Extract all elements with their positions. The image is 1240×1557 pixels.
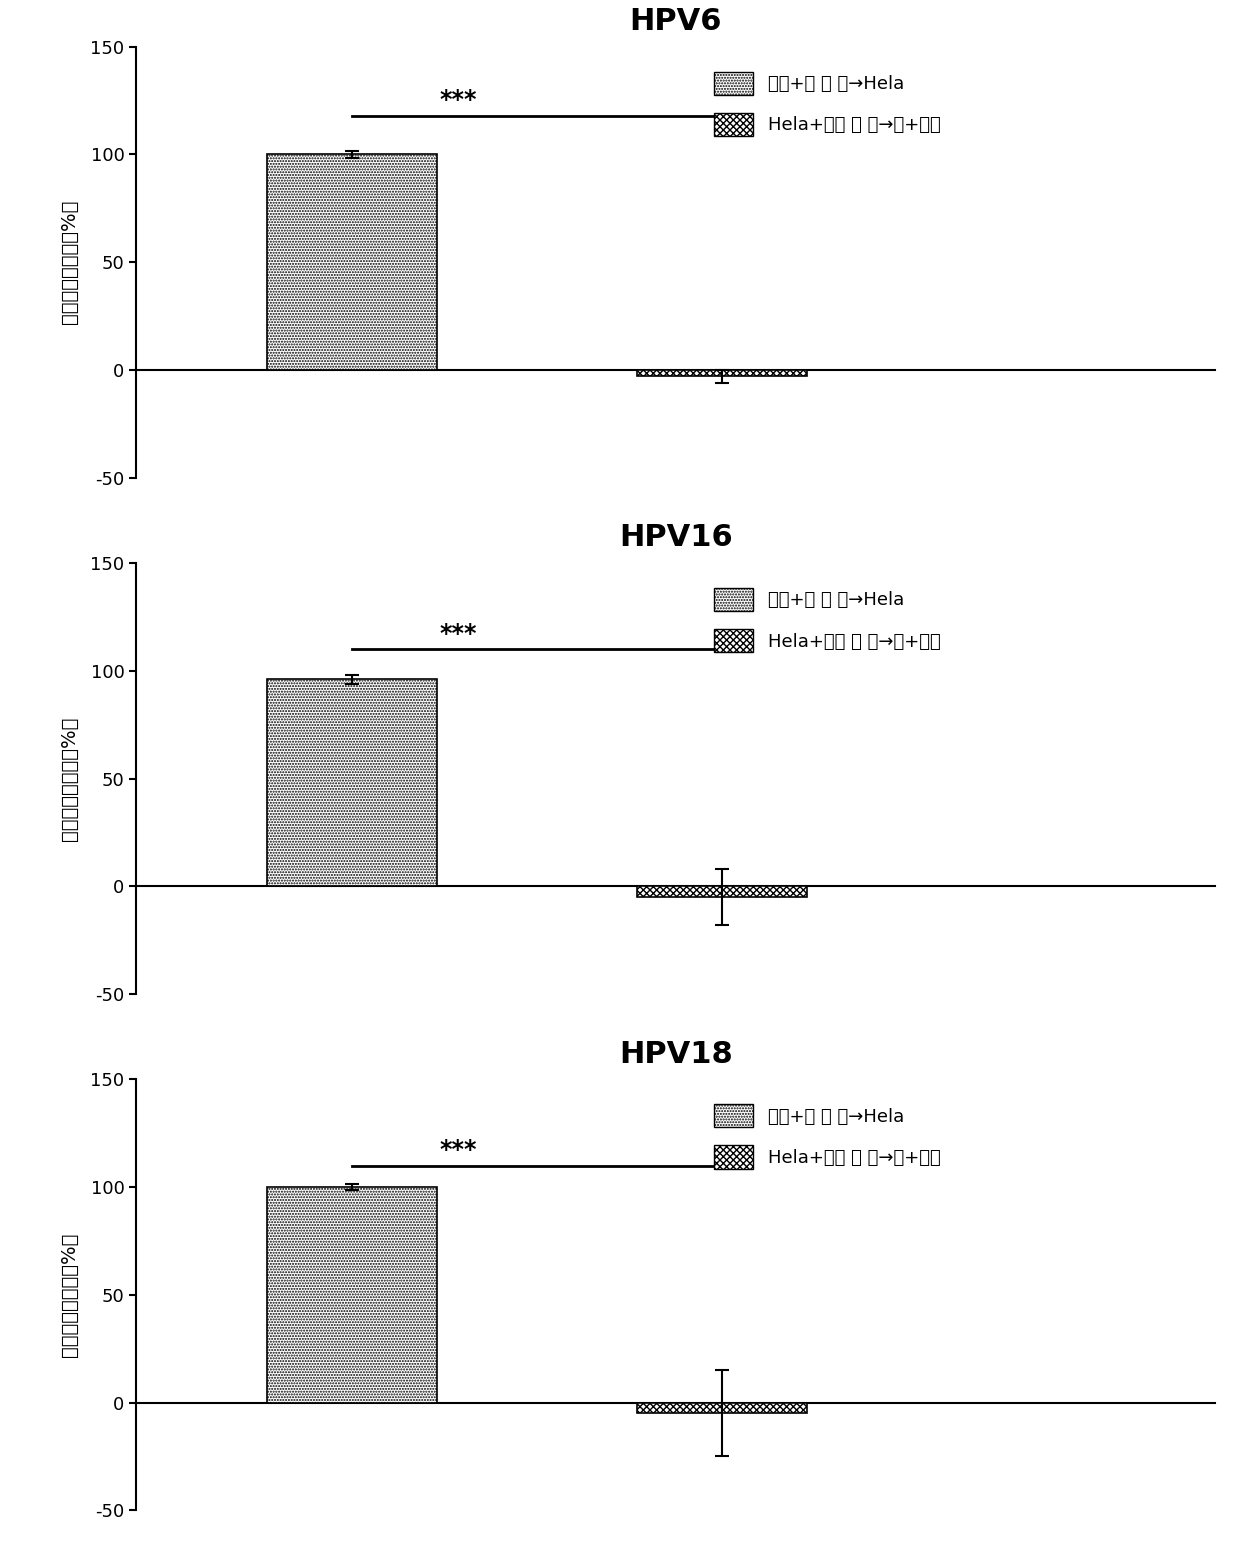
Y-axis label: 病毒进入抑制率（%）: 病毒进入抑制率（%） — [61, 716, 79, 841]
Bar — [268, 679, 436, 886]
Bar — [637, 371, 807, 377]
Title: HPV6: HPV6 — [630, 8, 722, 36]
Title: HPV18: HPV18 — [619, 1040, 733, 1068]
Legend: 病毒+咋 嗵 酸→Hela, Hela+咋嗵 嗵 酸→洗+病毒: 病毒+咋 嗵 酸→Hela, Hela+咋嗵 嗵 酸→洗+病毒 — [707, 1098, 947, 1176]
Bar — [637, 886, 807, 897]
Text: ***: *** — [439, 89, 477, 112]
Y-axis label: 病毒进入抑制率（%）: 病毒进入抑制率（%） — [61, 199, 79, 324]
Bar — [268, 154, 436, 371]
Text: ***: *** — [439, 621, 477, 646]
Bar — [268, 1186, 436, 1403]
Text: ***: *** — [439, 1138, 477, 1162]
Title: HPV16: HPV16 — [619, 523, 733, 553]
Legend: 病毒+咋 嗵 酸→Hela, Hela+咋嗵 嗵 酸→洗+病毒: 病毒+咋 嗵 酸→Hela, Hela+咋嗵 嗵 酸→洗+病毒 — [707, 64, 947, 143]
Legend: 病毒+咋 嗵 酸→Hela, Hela+咋嗵 嗵 酸→洗+病毒: 病毒+咋 嗵 酸→Hela, Hela+咋嗵 嗵 酸→洗+病毒 — [707, 581, 947, 660]
Bar — [637, 1403, 807, 1414]
Y-axis label: 病毒进入抑制率（%）: 病毒进入抑制率（%） — [61, 1233, 79, 1358]
